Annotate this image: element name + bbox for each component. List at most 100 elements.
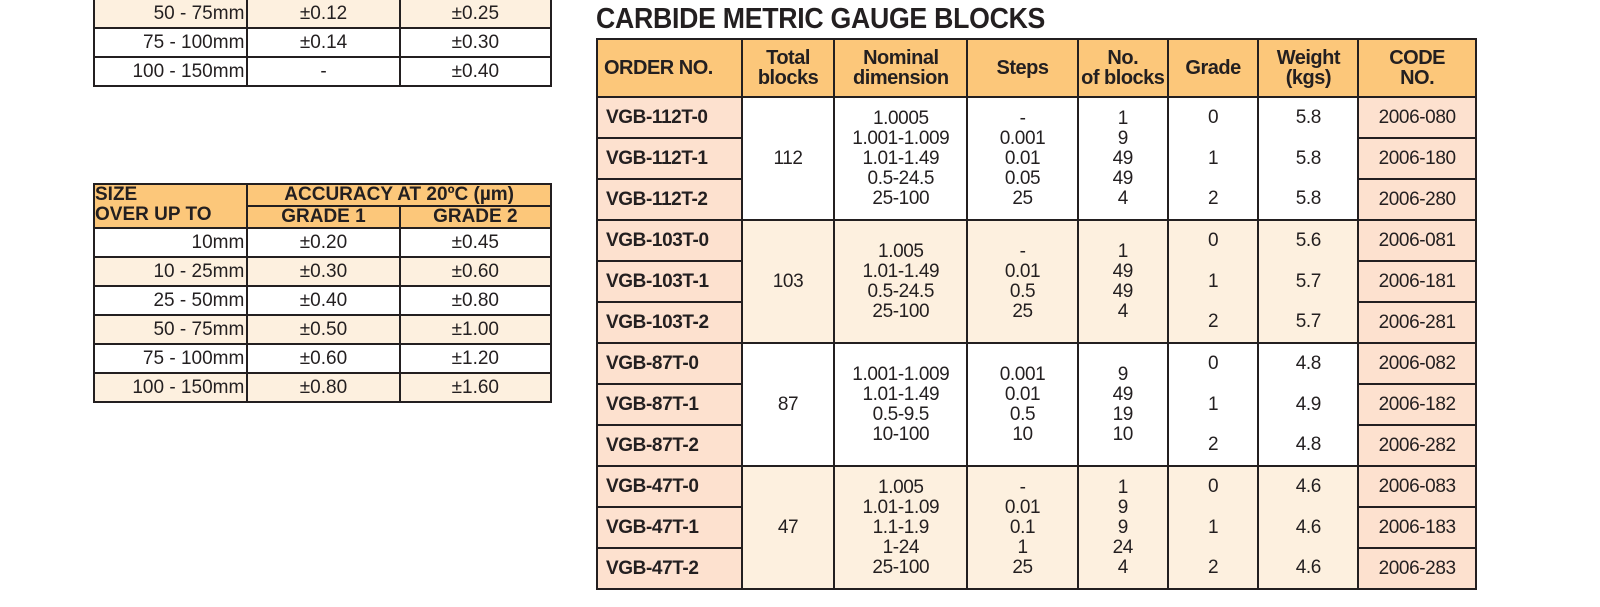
value-line: 0.1 <box>1009 516 1036 538</box>
value-line: - <box>1019 240 1026 262</box>
table-row: 50 - 75mm ±0.50 ±1.00 <box>92 314 553 345</box>
value-line: 9 <box>1117 516 1129 538</box>
grade1-cell: ±0.40 <box>246 285 401 316</box>
grade-cell: 0 <box>1166 342 1260 384</box>
grade-cell: 0 <box>1166 465 1260 507</box>
code-no-cell: 2006-280 <box>1357 178 1477 221</box>
grade2-cell: ±0.45 <box>398 227 553 258</box>
grade-cell: 2 <box>1166 425 1260 467</box>
grade1-cell: ±0.12 <box>246 0 401 29</box>
value-line: 25-100 <box>872 556 930 578</box>
weight-cell: 5.8 <box>1257 96 1360 138</box>
table-row: VGB-112T-1 1 5.8 2006-180 <box>596 137 1477 180</box>
order-no-cell: VGB-87T-0 <box>596 342 743 385</box>
grade1-cell: ±0.60 <box>246 343 401 374</box>
value-line: 0.01 <box>1004 260 1041 282</box>
weight-cell: 4.6 <box>1257 548 1360 590</box>
weight-cell: 5.7 <box>1257 261 1360 302</box>
value-line: 1.0005 <box>872 107 929 129</box>
value-line: 1 <box>1117 107 1129 129</box>
no-of-blocks-cell: 1 49 49 4 <box>1076 219 1169 344</box>
value-line: 9 <box>1117 127 1129 149</box>
nominal-dimension-cell: 1.0005 1.001-1.009 1.01-1.49 0.5-24.5 25-100 <box>833 96 969 221</box>
value-line: 1.1-1.9 <box>872 516 930 538</box>
grade1-cell: ±0.50 <box>246 314 401 345</box>
code-no-cell: 2006-082 <box>1357 342 1477 385</box>
header-no-of-blocks: No. of blocks <box>1076 38 1169 98</box>
value-line: - <box>1019 107 1026 129</box>
value-line: 25 <box>1012 187 1033 209</box>
table-row: VGB-103T-1 1 5.7 2006-181 <box>596 260 1477 303</box>
steps-cell: -0.01 0.5 25 <box>966 219 1079 344</box>
table-row: 100 - 150mm - ±0.40 <box>92 56 553 87</box>
header-total-blocks: Total blocks <box>740 38 836 98</box>
value-line: 4 <box>1117 556 1129 578</box>
header-steps: Steps <box>966 38 1079 98</box>
value-line: 49 <box>1112 147 1134 169</box>
grade1-cell: ±0.80 <box>246 372 401 403</box>
value-line: 0.01 <box>1004 147 1041 169</box>
grade-cell: 2 <box>1166 179 1260 221</box>
weight-cell: 5.8 <box>1257 179 1360 221</box>
value-line: 0.5-24.5 <box>867 167 935 189</box>
size-cell: 100 - 150mm <box>92 372 249 403</box>
tolerance-table-top: 50 - 75mm ±0.12 ±0.25 75 - 100mm ±0.14 ±0.30… <box>92 0 553 87</box>
code-no-cell: 2006-283 <box>1357 547 1477 590</box>
table-row: VGB-47T-0 47 1.005 1.01-1.09 1.1-1.9 1-24 25-1… <box>596 465 1477 590</box>
weight-cell: 5.7 <box>1257 302 1360 344</box>
value-line: 1 <box>1117 240 1129 262</box>
value-line: 1.005 <box>878 240 924 262</box>
header-weight: Weight (kgs) <box>1257 38 1360 98</box>
grade-cell: 0 <box>1166 96 1260 138</box>
total-blocks-cell: 87 <box>740 342 836 467</box>
value-line: 25-100 <box>872 300 930 322</box>
accuracy-header: ACCURACY AT 20ºC (µm) <box>246 183 552 207</box>
value-line: 9 <box>1117 363 1129 385</box>
value-line: 24 <box>1112 536 1134 558</box>
grade-cell: 1 <box>1166 138 1260 179</box>
weight-cell: 4.9 <box>1257 384 1360 425</box>
value-line: 0.5-9.5 <box>872 403 930 425</box>
grade1-header: GRADE 1 <box>246 205 401 229</box>
table-row: VGB-47T-1 1 4.6 2006-183 <box>596 506 1477 549</box>
code-no-cell: 2006-081 <box>1357 219 1477 262</box>
value-line: 0.01 <box>1004 383 1041 405</box>
value-line: 49 <box>1112 260 1134 282</box>
size-cell: 50 - 75mm <box>92 314 249 345</box>
size-cell: 10mm <box>92 227 249 258</box>
value-line: 0.5 <box>1009 280 1036 302</box>
grade2-cell: ±0.30 <box>398 27 553 58</box>
table-row: 10 - 25mm ±0.30 ±0.60 <box>92 256 553 287</box>
value-line: 49 <box>1112 280 1134 302</box>
code-no-cell: 2006-080 <box>1357 96 1477 139</box>
table-row: 100 - 150mm ±0.80 ±1.60 <box>92 372 553 403</box>
code-no-cell: 2006-282 <box>1357 424 1477 467</box>
no-of-blocks-cell: 1 9 49 49 4 <box>1076 96 1169 221</box>
total-blocks-cell: 112 <box>740 96 836 221</box>
value-line: 0.001 <box>999 363 1046 385</box>
size-cell: 10 - 25mm <box>92 256 249 287</box>
table-row: 50 - 75mm ±0.12 ±0.25 <box>92 0 553 29</box>
header-nominal-dimension: Nominal dimension <box>833 38 969 98</box>
steps-cell: -0.01 0.1 1 25 <box>966 465 1079 590</box>
value-line: 1 <box>1117 476 1129 498</box>
grade2-cell: ±0.25 <box>398 0 553 29</box>
grade1-cell: - <box>246 56 401 87</box>
order-no-cell: VGB-47T-1 <box>596 506 743 549</box>
order-no-cell: VGB-47T-2 <box>596 547 743 590</box>
value-line: 0.5 <box>1009 403 1036 425</box>
value-line: 1.01-1.49 <box>862 260 940 282</box>
grade2-cell: ±1.60 <box>398 372 553 403</box>
code-no-cell: 2006-181 <box>1357 260 1477 303</box>
order-no-cell: VGB-112T-2 <box>596 178 743 221</box>
grade2-cell: ±0.60 <box>398 256 553 287</box>
order-no-cell: VGB-47T-0 <box>596 465 743 508</box>
grade-cell: 1 <box>1166 261 1260 302</box>
order-no-cell: VGB-103T-2 <box>596 301 743 344</box>
header-code-no: CODE NO. <box>1357 38 1477 98</box>
code-no-cell: 2006-083 <box>1357 465 1477 508</box>
grade2-cell: ±1.20 <box>398 343 553 374</box>
accuracy-table: SIZE OVER UP TO ACCURACY AT 20ºC (µm) GRA… <box>92 183 553 403</box>
order-no-cell: VGB-112T-0 <box>596 96 743 139</box>
size-cell: 75 - 100mm <box>92 27 249 58</box>
